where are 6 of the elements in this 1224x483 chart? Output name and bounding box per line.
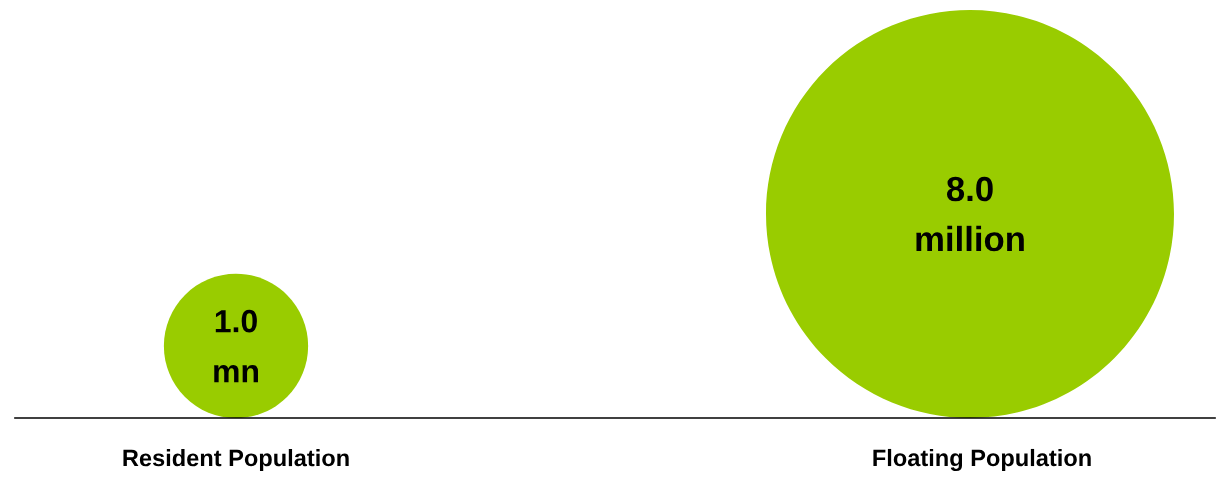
text: mn [214,364,258,383]
category-label: Resident Population [123,448,349,471]
data-label: 1.0 [215,309,257,333]
text: million [916,225,1024,252]
data-label: 8.0 [946,176,993,202]
category-label: Floating Population [873,448,1091,472]
